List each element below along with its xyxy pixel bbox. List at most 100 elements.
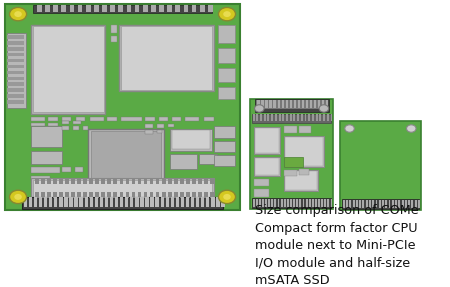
Bar xyxy=(33,180,212,199)
Bar xyxy=(204,117,214,121)
Bar xyxy=(7,65,24,68)
Bar xyxy=(328,199,329,207)
Bar xyxy=(285,171,317,190)
Bar xyxy=(73,126,79,130)
Bar xyxy=(217,68,234,82)
Bar xyxy=(312,199,314,207)
Bar xyxy=(33,5,212,13)
Bar xyxy=(282,115,284,121)
Bar xyxy=(267,115,270,121)
Bar xyxy=(401,200,404,208)
Bar xyxy=(71,193,75,198)
Bar xyxy=(301,115,303,121)
Bar xyxy=(369,200,371,208)
Bar xyxy=(166,197,169,207)
Bar xyxy=(126,5,131,12)
Bar xyxy=(59,178,63,184)
Bar xyxy=(176,197,179,207)
Bar xyxy=(126,178,129,184)
Bar xyxy=(80,197,83,207)
Bar xyxy=(167,5,172,12)
Bar xyxy=(91,131,162,180)
Bar xyxy=(275,115,277,121)
Bar xyxy=(282,100,284,108)
Bar xyxy=(111,24,117,33)
Bar xyxy=(320,115,321,121)
Bar xyxy=(260,115,262,121)
Bar xyxy=(192,5,197,12)
Bar xyxy=(353,200,355,208)
Bar xyxy=(88,129,164,182)
Bar xyxy=(331,115,333,121)
Bar xyxy=(44,197,47,207)
Bar xyxy=(305,115,306,121)
Bar xyxy=(290,100,292,108)
Bar xyxy=(65,193,69,198)
Bar xyxy=(297,115,299,121)
Bar xyxy=(32,24,105,114)
Bar xyxy=(162,193,166,198)
Bar xyxy=(322,100,324,108)
Bar xyxy=(186,193,189,198)
Bar xyxy=(191,197,194,207)
Bar xyxy=(217,87,234,99)
Bar xyxy=(111,36,117,42)
Bar xyxy=(86,5,90,12)
Bar xyxy=(150,197,154,207)
Bar xyxy=(143,5,148,12)
Bar xyxy=(214,141,234,152)
Bar xyxy=(259,199,261,207)
Bar xyxy=(172,117,181,121)
Bar xyxy=(110,197,113,207)
Bar xyxy=(265,199,267,207)
Bar xyxy=(256,115,258,121)
Bar xyxy=(7,33,26,108)
Bar xyxy=(85,197,88,207)
Bar xyxy=(286,115,288,121)
Bar xyxy=(41,193,45,198)
Bar xyxy=(32,123,45,126)
Bar xyxy=(145,130,153,134)
Bar xyxy=(257,100,260,108)
Bar xyxy=(62,126,69,130)
Bar xyxy=(32,151,62,164)
Bar xyxy=(32,126,62,147)
Bar xyxy=(94,197,98,207)
Bar xyxy=(255,158,279,175)
Bar xyxy=(199,154,216,164)
Bar xyxy=(359,200,361,208)
Bar xyxy=(131,193,135,198)
Bar xyxy=(217,24,234,43)
Bar xyxy=(131,178,135,184)
Bar xyxy=(118,5,123,12)
Bar xyxy=(356,200,358,208)
Bar xyxy=(59,193,63,198)
Bar xyxy=(120,178,123,184)
Bar xyxy=(214,154,234,166)
Bar xyxy=(343,200,345,208)
Bar xyxy=(271,115,273,121)
Bar xyxy=(308,115,310,121)
Bar xyxy=(211,197,215,207)
Bar xyxy=(78,5,82,12)
Bar xyxy=(346,200,348,208)
Circle shape xyxy=(255,105,264,112)
Bar xyxy=(310,100,312,108)
Bar xyxy=(54,5,58,12)
Bar xyxy=(286,100,288,108)
Bar xyxy=(264,115,266,121)
Bar xyxy=(49,197,52,207)
Bar xyxy=(170,129,212,151)
Bar xyxy=(120,197,123,207)
Bar xyxy=(254,189,269,197)
Bar xyxy=(108,178,111,184)
Bar xyxy=(76,117,86,121)
Bar xyxy=(7,77,24,80)
Bar xyxy=(88,186,100,190)
Circle shape xyxy=(223,194,231,200)
Bar xyxy=(108,193,111,198)
Bar xyxy=(115,197,118,207)
Bar xyxy=(309,199,310,207)
Bar xyxy=(140,197,144,207)
Bar xyxy=(62,5,66,12)
